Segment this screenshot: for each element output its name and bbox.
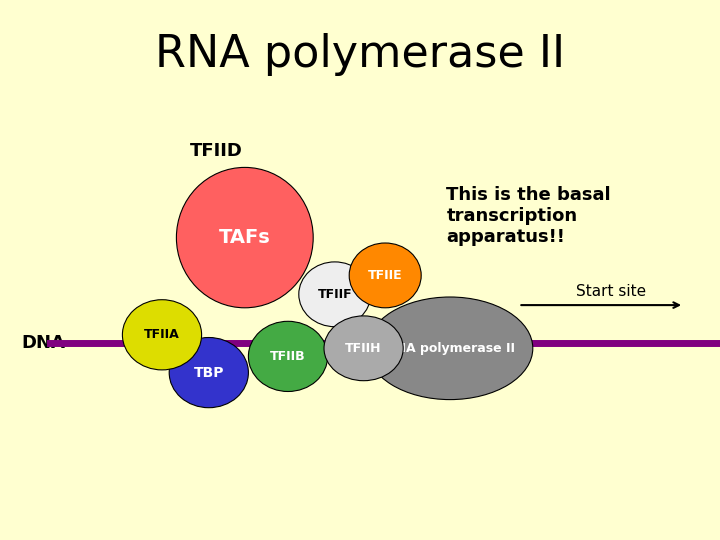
Text: TBP: TBP (194, 366, 224, 380)
Ellipse shape (299, 262, 371, 327)
Ellipse shape (169, 338, 248, 408)
Text: RNA polymerase II: RNA polymerase II (155, 32, 565, 76)
Text: TFIIE: TFIIE (368, 269, 402, 282)
Text: TFIIB: TFIIB (270, 350, 306, 363)
Text: This is the basal
transcription
apparatus!!: This is the basal transcription apparatu… (446, 186, 611, 246)
Text: TAFs: TAFs (219, 228, 271, 247)
Text: DNA: DNA (22, 334, 66, 352)
Text: Start site: Start site (576, 284, 646, 299)
Ellipse shape (367, 297, 533, 400)
Ellipse shape (248, 321, 328, 392)
Text: TFIIH: TFIIH (346, 342, 382, 355)
Text: TFIID: TFIID (189, 142, 243, 160)
Text: TFIIF: TFIIF (318, 288, 352, 301)
Text: RNA polymerase II: RNA polymerase II (385, 342, 515, 355)
Ellipse shape (324, 316, 403, 381)
Ellipse shape (122, 300, 202, 370)
Ellipse shape (349, 243, 421, 308)
Ellipse shape (176, 167, 313, 308)
Text: TFIIA: TFIIA (144, 328, 180, 341)
